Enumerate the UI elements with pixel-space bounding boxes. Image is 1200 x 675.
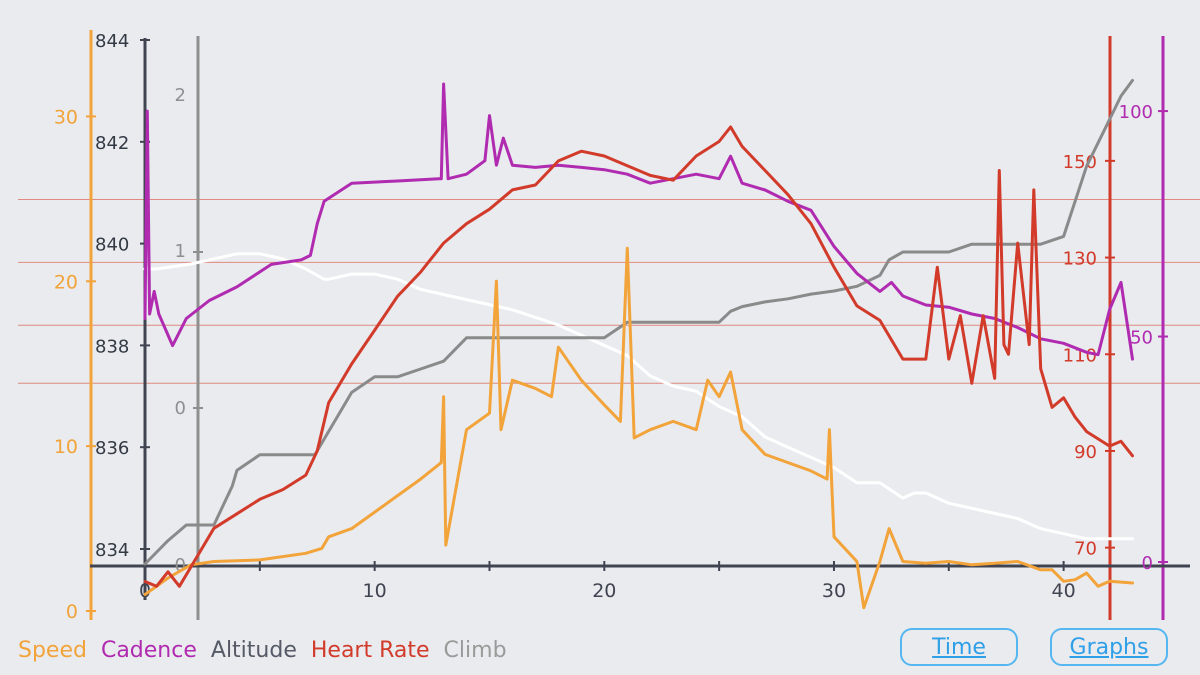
x-tick-label-10: 10: [363, 580, 387, 602]
altitude-tick-label-836: 836: [95, 438, 129, 459]
speed-tick-label-30: 30: [54, 106, 78, 128]
cadence-tick-label-100: 100: [1119, 102, 1153, 123]
series-climb-line: [143, 78, 1134, 566]
legend-speed: Speed: [18, 638, 87, 663]
cadence-tick-label-0: 0: [1142, 553, 1153, 574]
series-cadence-line: [143, 82, 1134, 361]
hr-tick-label-150: 150: [1063, 152, 1097, 173]
climb-tick-label-2: 2: [175, 85, 186, 106]
climb-tick-label-b: 0: [175, 398, 186, 419]
altitude-tick-label-844: 844: [95, 31, 129, 52]
x-tick-label-0: 0: [139, 580, 151, 602]
speed-tick-label-20: 20: [54, 271, 78, 293]
altitude-tick-label-842: 842: [95, 133, 129, 154]
legend-altitude: Altitude: [210, 638, 297, 663]
hr-tick-label-110: 110: [1063, 345, 1097, 366]
climb-tick-label-a: 0: [175, 555, 186, 576]
series-speed-line: [143, 246, 1134, 610]
time-button[interactable]: Time: [900, 628, 1018, 666]
legend-climb: Climb: [443, 638, 507, 663]
x-tick-label-20: 20: [592, 580, 616, 602]
altitude-tick-label-840: 840: [95, 235, 129, 256]
graphs-button[interactable]: Graphs: [1050, 628, 1168, 666]
x-tick-label-40: 40: [1052, 580, 1076, 602]
climb-tick-label-1: 1: [175, 241, 186, 262]
hr-tick-label-130: 130: [1063, 249, 1097, 270]
cadence-tick-label-50: 50: [1130, 328, 1153, 349]
altitude-tick-label-834: 834: [95, 540, 129, 561]
legend-cadence: Cadence: [100, 638, 197, 663]
series-altitude-line: [143, 252, 1134, 541]
legend-heart-rate: Heart Rate: [310, 638, 430, 663]
hr-tick-label-70: 70: [1074, 539, 1097, 560]
x-tick-label-30: 30: [822, 580, 846, 602]
hr-tick-label-90: 90: [1074, 442, 1097, 463]
legend: Speed Cadence Altitude Heart Rate Climb: [18, 638, 507, 663]
altitude-tick-label-838: 838: [95, 336, 129, 357]
speed-tick-label-10: 10: [54, 436, 78, 458]
speed-tick-label-0: 0: [66, 601, 78, 623]
series-heart-rate-line: [143, 125, 1134, 588]
